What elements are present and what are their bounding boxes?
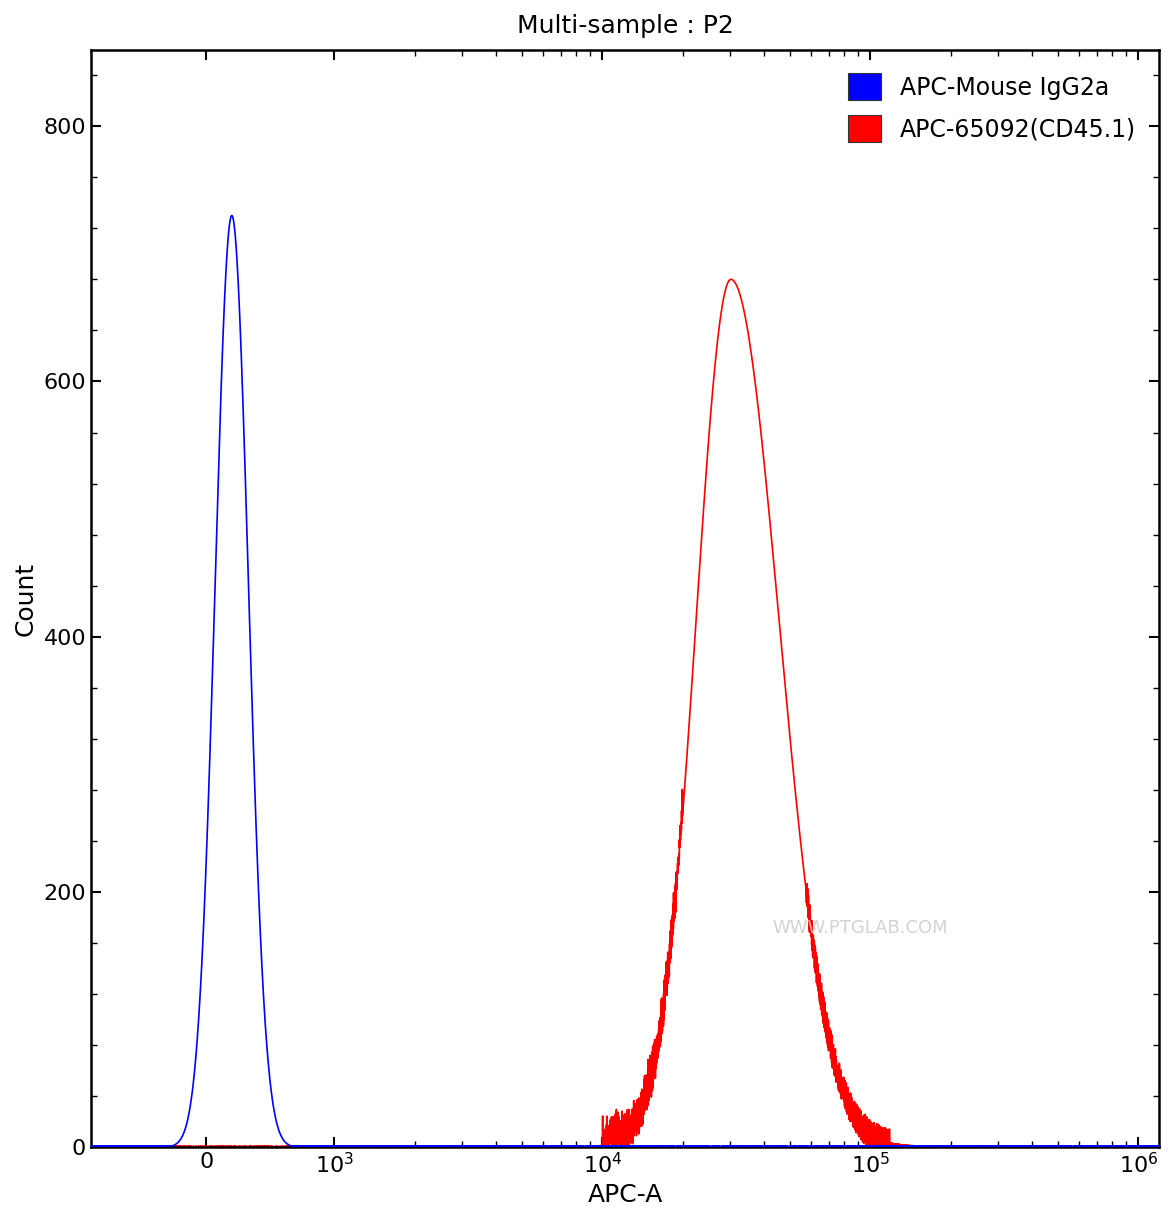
Title: Multi-sample : P2: Multi-sample : P2 <box>517 13 733 38</box>
Y-axis label: Count: Count <box>14 562 38 636</box>
X-axis label: APC-A: APC-A <box>588 1183 663 1208</box>
Legend: APC-Mouse IgG2a, APC-65092(CD45.1): APC-Mouse IgG2a, APC-65092(CD45.1) <box>835 61 1148 154</box>
Text: WWW.PTGLAB.COM: WWW.PTGLAB.COM <box>772 919 948 937</box>
